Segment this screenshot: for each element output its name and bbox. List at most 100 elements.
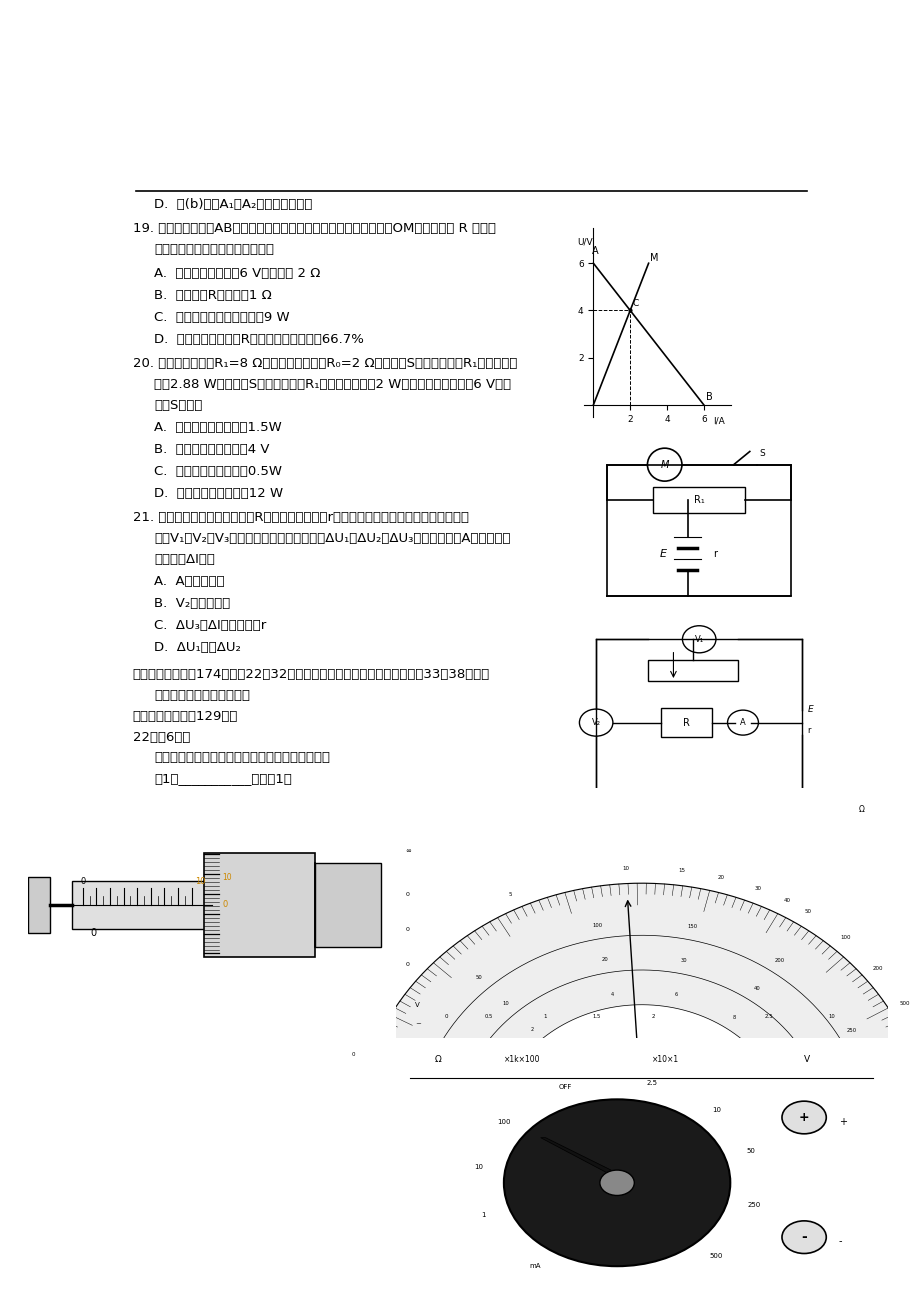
Text: 50: 50 xyxy=(475,975,482,980)
Text: B.  电动机两端的电压为4 V: B. 电动机两端的电压为4 V xyxy=(154,443,269,456)
Text: 1.5: 1.5 xyxy=(592,1014,600,1018)
Text: A.  电动机的输出功率为1.5W: A. 电动机的输出功率为1.5W xyxy=(154,421,281,434)
Text: 率是2.88 W；当开关S闭合时，电阻R₁消耗的电功率是2 W。若电源的电动势为6 V，当: 率是2.88 W；当开关S闭合时，电阻R₁消耗的电功率是2 W。若电源的电动势为… xyxy=(154,378,511,391)
Text: 0: 0 xyxy=(405,892,409,897)
Text: S: S xyxy=(758,449,764,458)
Text: （1）___________（如图1）: （1）___________（如图1） xyxy=(154,772,291,785)
Text: r: r xyxy=(807,727,810,736)
Text: 2.5: 2.5 xyxy=(646,1079,657,1086)
Text: 30: 30 xyxy=(754,887,761,891)
Text: 50: 50 xyxy=(803,909,811,914)
Text: 250: 250 xyxy=(845,1027,856,1032)
Text: 100: 100 xyxy=(839,935,850,940)
Circle shape xyxy=(781,1101,825,1134)
Text: 三、非选择题：共174分。第22～32题为必考题，每个试题考生都做答；第33～38题为选: 三、非选择题：共174分。第22～32题为必考题，每个试题考生都做答；第33～3… xyxy=(132,668,490,681)
Polygon shape xyxy=(365,883,917,1103)
Bar xyxy=(652,487,744,513)
Text: 250: 250 xyxy=(746,1202,760,1208)
Text: 200: 200 xyxy=(774,958,784,962)
Text: 100: 100 xyxy=(496,1118,510,1125)
Circle shape xyxy=(781,1221,825,1254)
Text: +: + xyxy=(798,1111,809,1124)
Text: 500: 500 xyxy=(899,1001,910,1006)
Text: 40: 40 xyxy=(753,986,759,991)
Text: ×10×1: ×10×1 xyxy=(651,1055,678,1064)
Text: ~: ~ xyxy=(414,1021,421,1027)
Text: 的绝对值ΔI，则: 的绝对值ΔI，则 xyxy=(154,553,215,566)
Text: Ω: Ω xyxy=(435,1055,441,1064)
Text: 电压随电流变化的图线，由图可知: 电压随电流变化的图线，由图可知 xyxy=(154,243,274,256)
Text: V₁: V₁ xyxy=(694,635,703,643)
Text: C.  电动机产生的热功率0.5W: C. 电动机产生的热功率0.5W xyxy=(154,465,282,478)
Text: 10: 10 xyxy=(222,872,232,881)
FancyBboxPatch shape xyxy=(391,784,891,1052)
Text: 0: 0 xyxy=(447,1079,450,1085)
Text: 6: 6 xyxy=(674,992,676,997)
Circle shape xyxy=(504,1099,730,1266)
Text: 0.5: 0.5 xyxy=(483,1014,492,1018)
Text: 50: 50 xyxy=(813,1044,820,1049)
Polygon shape xyxy=(540,1138,621,1176)
Text: 0: 0 xyxy=(91,928,96,939)
Text: S: S xyxy=(770,810,777,819)
Bar xyxy=(647,660,737,681)
Text: D.  图(b)中的A₁、A₂的指针偏角相同: D. 图(b)中的A₁、A₂的指针偏角相同 xyxy=(154,198,312,211)
Text: V: V xyxy=(414,1001,420,1008)
Bar xyxy=(204,853,314,957)
Text: 0: 0 xyxy=(445,1014,448,1018)
Text: 20: 20 xyxy=(717,875,723,880)
Text: （一）必考题（共129分）: （一）必考题（共129分） xyxy=(132,710,238,723)
Text: 40: 40 xyxy=(783,898,789,904)
Text: 压表V₁、V₂、V₃示数变化量的绝对值分别为ΔU₁、ΔU₂、ΔU₃，理想电流表A示数变化量: 压表V₁、V₂、V₃示数变化量的绝对值分别为ΔU₁、ΔU₂、ΔU₃，理想电流表A… xyxy=(154,533,510,546)
Text: 22．（6分）: 22．（6分） xyxy=(132,730,190,743)
Text: 8: 8 xyxy=(732,1014,735,1019)
Text: B.  固定电阻R的阻值为1 Ω: B. 固定电阻R的阻值为1 Ω xyxy=(154,289,272,302)
Text: 20: 20 xyxy=(601,957,607,962)
Text: C.  ΔU₃与ΔI的比值大于r: C. ΔU₃与ΔI的比值大于r xyxy=(154,620,267,633)
Text: 500: 500 xyxy=(709,1253,722,1259)
Text: A.  该电源的电动势为6 V，内阻是 2 Ω: A. 该电源的电动势为6 V，内阻是 2 Ω xyxy=(154,267,320,280)
Text: R: R xyxy=(682,717,689,728)
Text: 0: 0 xyxy=(80,878,85,887)
Text: 4: 4 xyxy=(609,992,613,996)
Text: -: - xyxy=(800,1230,806,1245)
Text: 150: 150 xyxy=(686,924,697,930)
Text: M: M xyxy=(660,460,668,470)
Text: 15: 15 xyxy=(677,868,685,872)
Text: 5: 5 xyxy=(508,892,512,897)
Text: 10: 10 xyxy=(621,866,629,871)
Text: 0: 0 xyxy=(410,1069,413,1074)
Text: V: V xyxy=(803,1055,810,1064)
Circle shape xyxy=(599,1170,633,1195)
Text: D.  电源输出的电功率为12 W: D. 电源输出的电功率为12 W xyxy=(154,487,283,500)
Text: -: - xyxy=(838,1237,841,1246)
FancyBboxPatch shape xyxy=(391,1034,891,1295)
Text: mA: mA xyxy=(528,1263,539,1269)
Text: 10: 10 xyxy=(779,1062,786,1066)
Text: 0: 0 xyxy=(405,962,409,966)
Text: 10: 10 xyxy=(473,1164,482,1169)
Text: V₃: V₃ xyxy=(694,802,703,810)
Text: 30: 30 xyxy=(680,958,686,963)
Text: B.  V₂的示数增大: B. V₂的示数增大 xyxy=(154,598,231,611)
Text: 2: 2 xyxy=(651,1014,654,1018)
Text: U/V: U/V xyxy=(576,237,592,246)
Text: 20. 如图所示，电阻R₁=8 Ω，电动机绕组电阻R₀=2 Ω，当开关S断开时，电阻R₁消耗的电功: 20. 如图所示，电阻R₁=8 Ω，电动机绕组电阻R₀=2 Ω，当开关S断开时，… xyxy=(132,357,516,370)
Text: R₁: R₁ xyxy=(693,495,704,505)
Text: E: E xyxy=(660,549,666,559)
Text: 21. 如图，电路中定值电阻阻值R大于电源内阻阻值r，将滑动变阻器滑片向下滑动，理想电: 21. 如图，电路中定值电阻阻值R大于电源内阻阻值r，将滑动变阻器滑片向下滑动，… xyxy=(132,512,469,525)
Text: A: A xyxy=(591,246,597,255)
Text: 读出下列螺旋测微器和多用电表（欧姆档）的读数: 读出下列螺旋测微器和多用电表（欧姆档）的读数 xyxy=(154,751,330,764)
Text: V₂: V₂ xyxy=(591,719,600,727)
Text: 100: 100 xyxy=(592,923,602,928)
Bar xyxy=(28,878,50,932)
Text: OFF: OFF xyxy=(558,1083,572,1090)
Text: 开关S闭合时: 开关S闭合时 xyxy=(154,398,202,411)
Text: 考题，考生根据要求作答。: 考题，考生根据要求作答。 xyxy=(154,689,250,702)
Text: +: + xyxy=(838,1117,845,1126)
Text: 0: 0 xyxy=(351,1052,354,1057)
Text: M: M xyxy=(650,253,658,263)
Bar xyxy=(314,863,380,947)
Text: r: r xyxy=(712,549,716,559)
Text: 2.5: 2.5 xyxy=(764,1014,773,1018)
